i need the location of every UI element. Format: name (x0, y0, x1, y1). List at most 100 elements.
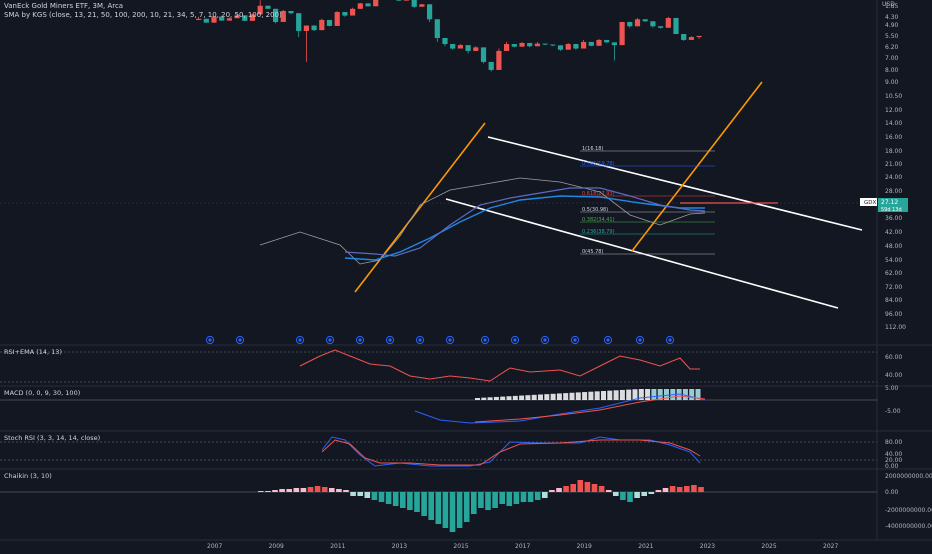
fib-level-label: 0.786(19.78) (582, 161, 615, 167)
event-marker (635, 335, 645, 345)
chaikin-bar (456, 492, 463, 528)
moving-average-blue (344, 195, 705, 261)
chaikin-bar (655, 490, 662, 492)
candle-body (334, 12, 340, 26)
price-unit-label: USD (882, 1, 895, 8)
macd-histogram-bar (531, 394, 537, 400)
macd-tick: 5.00 (885, 385, 899, 392)
chaikin-bar (400, 492, 406, 508)
stoch-tick: 40.00 (885, 451, 902, 458)
candle-body (457, 45, 463, 49)
event-marker (355, 335, 365, 345)
chaikin-bar (414, 492, 420, 512)
moving-average-gray (259, 177, 706, 265)
price-tick-label: 5.50 (885, 33, 899, 40)
fib-level-label: 0.618(27.93) (582, 191, 615, 197)
price-tick-label: 4.90 (885, 22, 899, 29)
price-tick-label: 8.00 (885, 67, 899, 74)
candle-body (588, 41, 594, 46)
candle-body (219, 16, 225, 21)
price-tick-label: 42.00 (885, 229, 902, 236)
candle-body (342, 12, 348, 16)
macd-histogram-bar (638, 389, 644, 400)
price-tick-label: 48.00 (885, 243, 902, 250)
event-marker-dot (358, 338, 362, 342)
macd-histogram-bar (682, 389, 688, 400)
candle-body (319, 19, 325, 31)
candle-body (326, 19, 333, 26)
candle-body (311, 25, 317, 31)
time-axis-label: 2007 (207, 543, 222, 550)
candle-body (542, 43, 548, 45)
candle-body (203, 18, 209, 23)
chaikin-bar (684, 486, 690, 492)
macd-histogram-bar (651, 389, 657, 400)
macd-histogram-bar (544, 394, 550, 400)
price-tick-label: 24.00 (885, 174, 902, 181)
macd-histogram-bar (575, 392, 581, 400)
chaikin-bar (620, 492, 626, 500)
stoch-title: Stoch RSI (3, 3, 14, 14, close) (4, 434, 101, 442)
candle-body (242, 15, 248, 21)
chaikin-bar (428, 492, 434, 520)
chaikin-tick: 0.00 (885, 489, 899, 496)
price-tick-label: 21.00 (885, 161, 902, 168)
time-axis-label: 2017 (515, 543, 530, 550)
chaikin-bar (627, 492, 633, 502)
macd-histogram-bar (626, 389, 632, 400)
chaikin-bar (520, 492, 527, 502)
candle-body (504, 44, 510, 51)
price-tick-label: 112.00 (885, 324, 906, 331)
channel-lower-line (445, 198, 839, 309)
macd-histogram-bar (588, 391, 594, 400)
candle-body (581, 41, 587, 49)
last-price-tag: 27.12 (881, 199, 898, 206)
macd-histogram-bar (619, 389, 625, 400)
chaikin-bar (329, 488, 335, 492)
event-marker-dot (448, 338, 452, 342)
candle-body (465, 45, 471, 51)
candle-body (604, 39, 610, 43)
candle-body (442, 38, 448, 45)
chart-title: VanEck Gold Miners ETF, 3M, Arca (4, 2, 124, 10)
candle-body (673, 18, 679, 34)
chaikin-bar (471, 492, 477, 514)
candle-body (527, 42, 533, 47)
event-marker (603, 335, 613, 345)
chaikin-bar (286, 489, 292, 492)
event-marker (415, 335, 425, 345)
event-marker (665, 335, 675, 345)
time-axis-label: 2025 (761, 543, 776, 550)
macd-histogram-bar (657, 389, 663, 400)
chaikin-bar (669, 486, 676, 492)
chaikin-bar (321, 487, 328, 492)
fib-level-label: 0.5(30.98) (582, 207, 608, 213)
chaikin-bar (591, 484, 598, 492)
chaikin-bar (570, 484, 576, 492)
macd-signal-line (474, 395, 706, 423)
chaikin-bar (648, 492, 655, 494)
macd-histogram-bar (613, 390, 619, 400)
candle-body (419, 4, 425, 7)
macd-histogram-bar (582, 392, 588, 400)
candle-body (634, 19, 641, 27)
event-marker-dot (328, 338, 332, 342)
event-marker-dot (573, 338, 577, 342)
chaikin-bar (357, 492, 363, 496)
macd-histogram-bar (538, 394, 543, 400)
macd-histogram-bar (550, 393, 556, 400)
event-marker-dot (606, 338, 610, 342)
chaikin-bar (258, 491, 264, 492)
chaikin-bar (584, 482, 591, 492)
macd-histogram-bar (632, 389, 638, 400)
chaikin-tick: 2000000000.00 (885, 473, 932, 480)
candle-body (280, 10, 286, 22)
stoch-tick: 20.00 (885, 457, 902, 464)
chaikin-bar (364, 492, 371, 498)
macd-histogram-bar (607, 390, 613, 400)
chaikin-bar (407, 492, 413, 510)
price-tick-label: 54.00 (885, 257, 902, 264)
candle-body (403, 0, 410, 1)
